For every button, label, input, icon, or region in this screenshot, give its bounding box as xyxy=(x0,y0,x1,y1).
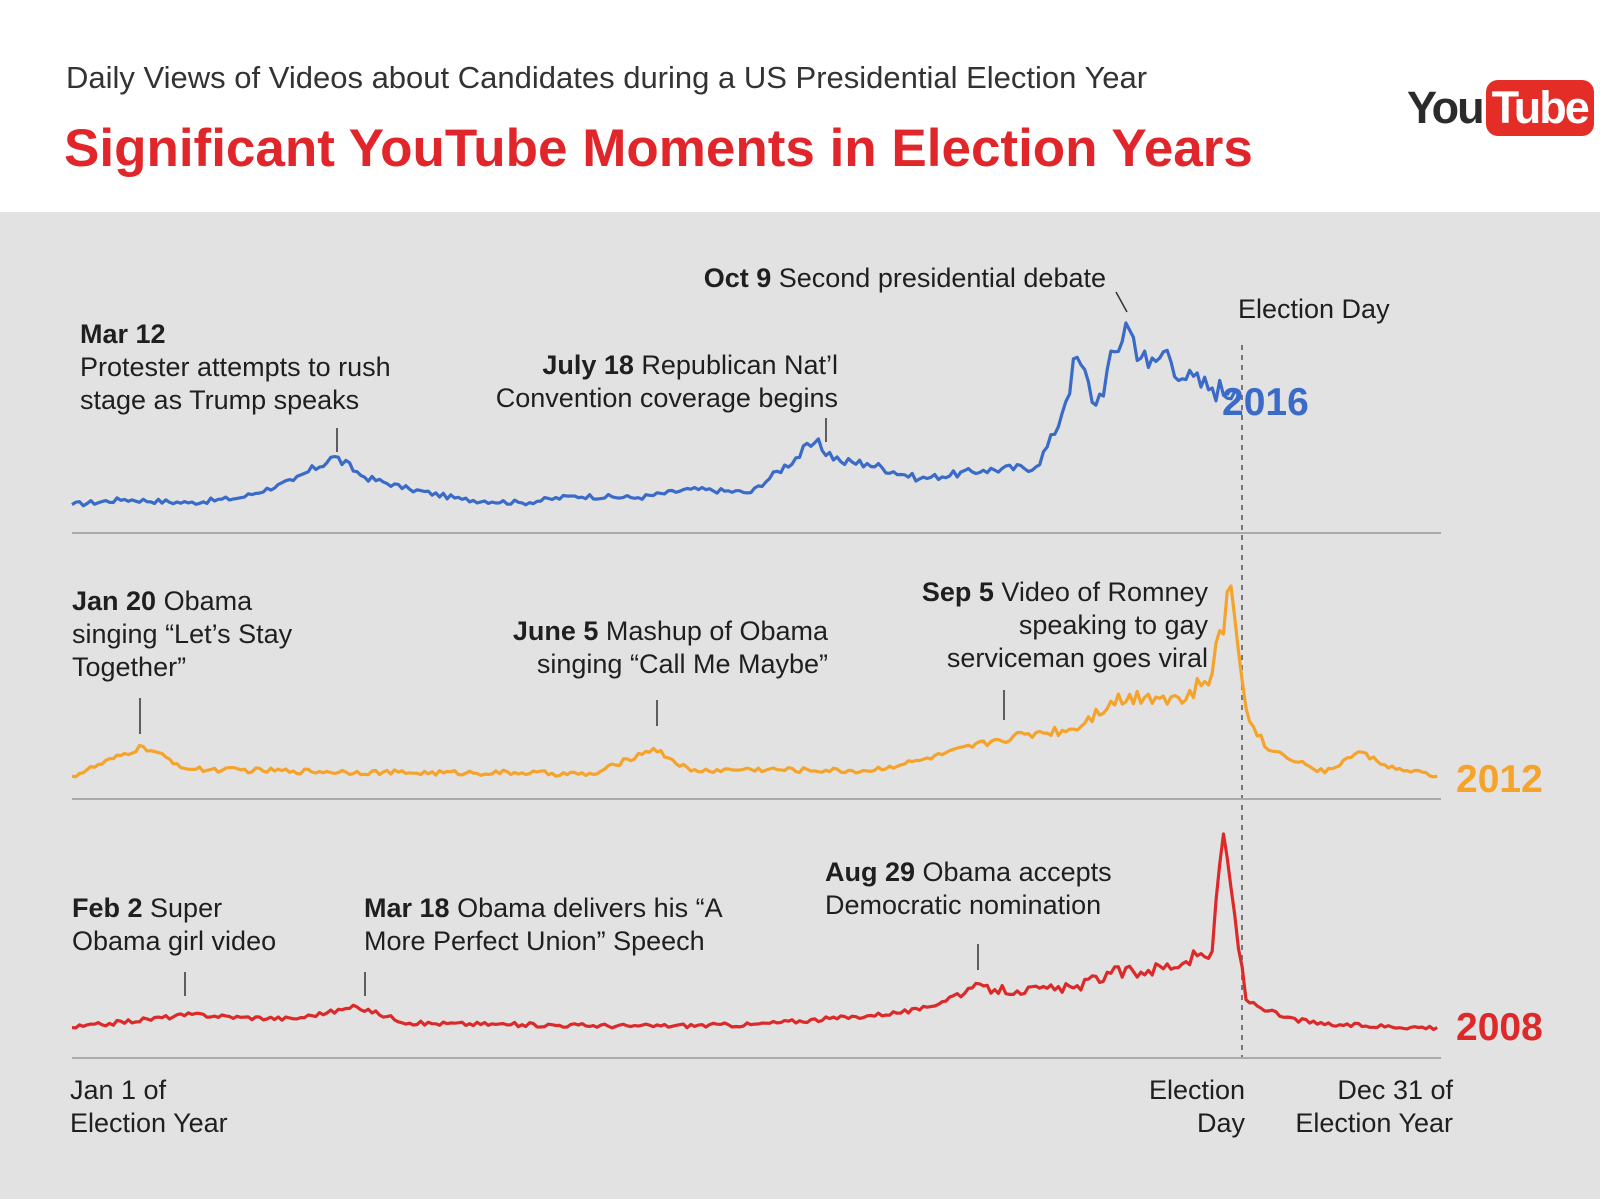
annotation-tick-2016-2 xyxy=(1115,291,1128,313)
election-day-marker-label: Election Day xyxy=(1238,294,1390,324)
annotation-2012-0: Jan 20 Obama singing “Let’s Stay Together” xyxy=(72,586,293,682)
series-label-2012: 2012 xyxy=(1456,758,1543,801)
series-line-2016 xyxy=(71,321,1237,508)
series-line-2008 xyxy=(71,832,1438,1032)
chart-subtitle: Daily Views of Videos about Candidates d… xyxy=(66,60,1148,95)
annotation-2016-2: Oct 9 Second presidential debate xyxy=(704,263,1106,293)
chart-title: Significant YouTube Moments in Election … xyxy=(64,119,1253,178)
youtube-logo-you: You xyxy=(1407,82,1485,133)
annotation-2012-2: Sep 5 Video of Romney speaking to gay serv… xyxy=(922,577,1209,673)
youtube-logo-tube: Tube xyxy=(1485,80,1594,136)
x-axis-start-label: Jan 1 of Election Year xyxy=(70,1075,228,1138)
x-axis-end-label: Dec 31 of Election Year xyxy=(1295,1075,1453,1138)
annotation-2008-0: Feb 2 Super Obama girl video xyxy=(72,893,276,956)
header: Daily Views of Videos about Candidates d… xyxy=(0,0,1600,212)
series-label-2016: 2016 xyxy=(1222,381,1309,424)
youtube-logo: You Tube xyxy=(1407,80,1594,136)
chart-panel xyxy=(0,212,1600,1199)
annotation-2008-2: Aug 29 Obama accepts Democratic nominatio… xyxy=(825,857,1112,920)
series-line-2012 xyxy=(71,584,1438,779)
annotation-2008-1: Mar 18 Obama delivers his “A More Perfect… xyxy=(364,893,723,956)
x-axis-election-label: Election Day xyxy=(1149,1075,1246,1138)
annotation-2016-1: July 18 Republican Nat’l Convention cover… xyxy=(496,350,838,413)
series-label-2008: 2008 xyxy=(1456,1006,1543,1049)
annotation-2016-0: Mar 12 Protester attempts to rush stage as… xyxy=(80,319,391,415)
annotation-2012-1: June 5 Mashup of Obama singing “Call Me M… xyxy=(513,616,829,679)
